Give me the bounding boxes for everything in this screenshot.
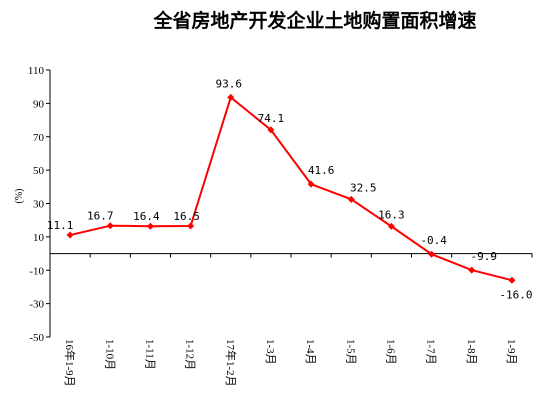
data-label: 93.6 [216, 77, 243, 90]
y-tick-label: 90 [33, 98, 45, 110]
data-point [468, 266, 476, 274]
data-point [387, 222, 395, 230]
data-point [307, 180, 315, 188]
series [66, 93, 516, 284]
data-point [428, 250, 436, 258]
data-point [508, 276, 516, 284]
y-tick-label: 110 [28, 65, 45, 77]
x-tick-label: 1-7月 [425, 339, 437, 365]
data-point [267, 126, 275, 134]
data-label: 16.5 [173, 210, 200, 223]
data-label: -0.4 [420, 234, 447, 247]
x-tick-label: 1-3月 [264, 339, 276, 365]
data-point [227, 93, 235, 101]
y-ticks: 110 90 70 50 30 10 -10 -30 -50 [28, 65, 50, 344]
y-tick-label: 70 [33, 132, 45, 144]
data-label: 16.3 [378, 208, 405, 221]
y-tick-label: 10 [33, 232, 45, 244]
data-label: 16.7 [87, 210, 114, 223]
x-tick-label: 16年1-9月 [63, 339, 77, 387]
data-label: -9.9 [471, 250, 498, 263]
y-tick-label: -50 [29, 332, 44, 344]
x-tick-label: 1-4月 [304, 339, 316, 365]
data-label: 41.6 [308, 164, 335, 177]
x-tick-label: 1-10月 [103, 339, 115, 370]
x-tick-label: 1-12月 [184, 339, 196, 370]
x-tick-label: 1-9月 [505, 339, 517, 365]
data-point [187, 222, 195, 230]
axes [49, 70, 532, 337]
data-label: 11.1 [47, 219, 74, 232]
data-point [347, 195, 355, 203]
y-tick-label: 30 [33, 199, 45, 211]
data-label: 74.1 [258, 112, 285, 125]
data-label: -16.0 [499, 288, 532, 301]
data-label: 16.4 [133, 210, 160, 223]
y-tick-label: -30 [29, 299, 44, 311]
data-point [146, 222, 154, 230]
chart-title: 全省房地产开发企业土地购置面积增速 [152, 9, 476, 32]
x-tick-label: 1-5月 [344, 339, 356, 365]
x-tick-label: 1-8月 [465, 339, 477, 365]
data-point [106, 222, 114, 230]
x-tick-label: 1-11月 [143, 339, 155, 370]
y-axis-label: (%) [14, 189, 25, 204]
data-label: 32.5 [350, 181, 377, 194]
data-labels: 11.1 16.7 16.4 16.5 93.6 74.1 41.6 32.5 16.3 -0.4… [47, 77, 533, 301]
x-ticks: 16年1-9月 1-10月 1-11月 1-12月 17年1-2月 1-3月 1-4月 1-5… [49, 253, 533, 387]
series-line [69, 95, 513, 282]
x-tick-label: 1-6月 [384, 339, 396, 365]
y-tick-label: 50 [33, 165, 45, 177]
y-tick-label: -10 [29, 265, 44, 277]
data-point [66, 231, 74, 239]
x-tick-label: 17年1-2月 [224, 339, 238, 387]
